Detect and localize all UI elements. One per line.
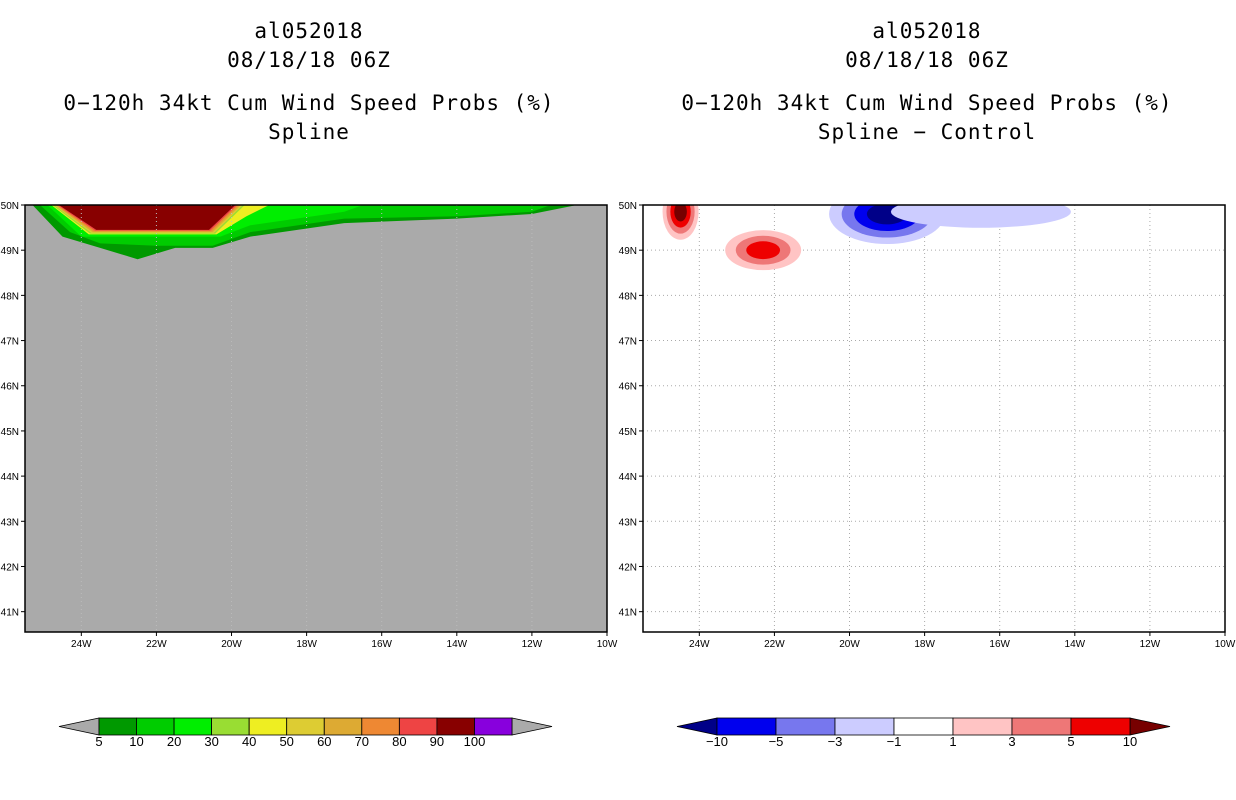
right-xtick-label-24W: 24W — [689, 639, 710, 650]
right-xtick-label-16W: 16W — [989, 639, 1010, 650]
left-colorbar-swatch-2 — [136, 717, 175, 736]
left-colorbar-label-10: 90 — [430, 734, 444, 749]
right-ytick-label-50N: 50N — [619, 201, 637, 212]
right-ytick-label-47N: 47N — [619, 337, 637, 348]
right-xtick-label-14W: 14W — [1065, 639, 1086, 650]
left-colorbar-swatch-7 — [323, 717, 363, 736]
right-colorbar-swatch-6 — [1011, 717, 1072, 736]
right-datetime: 08/18/18 06Z — [845, 48, 1009, 72]
right-ytick-label-45N: 45N — [619, 427, 637, 438]
left-colorbar-label-5: 40 — [242, 734, 256, 749]
left-ytick-label-41N: 41N — [1, 608, 19, 619]
right-ytick-label-48N: 48N — [619, 291, 637, 302]
left-ytick-label-44N: 44N — [1, 472, 19, 483]
right-ytick-label-43N: 43N — [619, 517, 637, 528]
left-colorbar-swatch-4 — [211, 717, 250, 736]
right-xtick-label-20W: 20W — [839, 639, 860, 650]
left-ytick-label-46N: 46N — [1, 382, 19, 393]
right-xtick-label-22W: 22W — [764, 639, 785, 650]
right-plot-frame — [642, 204, 1226, 633]
right-storm-id: al052018 — [872, 19, 982, 43]
left-xtick-label-16W: 16W — [371, 639, 392, 650]
right-chart-subtitle: Spline − Control — [817, 120, 1037, 144]
left-plot-frame — [24, 204, 608, 633]
right-xtick-label-12W: 12W — [1140, 639, 1161, 650]
left-colorbar-label-2: 10 — [129, 734, 143, 749]
left-colorbar-label-8: 70 — [355, 734, 369, 749]
left-chart-subtitle: Spline — [268, 120, 350, 144]
right-colorbar-label-5: 1 — [949, 734, 956, 749]
right-ytick-label-41N: 41N — [619, 608, 637, 619]
left-xtick-label-18W: 18W — [296, 639, 317, 650]
right-xtick-label-18W: 18W — [914, 639, 935, 650]
left-colorbar-swatch-8 — [361, 717, 400, 736]
left-colorbar-high-end — [511, 717, 553, 736]
left-ytick-label-45N: 45N — [1, 427, 19, 438]
right-contour-group — [662, 205, 1071, 271]
right-colorbar-swatch-1 — [716, 717, 777, 736]
left-ytick-label-43N: 43N — [1, 517, 19, 528]
right-colorbar-label-3: −3 — [828, 734, 843, 749]
left-colorbar-swatch-1 — [98, 717, 137, 736]
left-ytick-label-47N: 47N — [1, 337, 19, 348]
left-ytick-label-50N: 50N — [1, 201, 19, 212]
left-xtick-label-20W: 20W — [221, 639, 242, 650]
left-plot-background — [25, 205, 607, 632]
right-colorbar-label-6: 3 — [1008, 734, 1015, 749]
right-colorbar-label-2: −5 — [769, 734, 784, 749]
left-contour-peak — [58, 205, 236, 230]
left-xtick-label-22W: 22W — [146, 639, 167, 650]
left-storm-id: al052018 — [254, 19, 364, 43]
right-colorbar-swatch-4 — [893, 717, 954, 736]
left-colorbar-swatch-6 — [286, 717, 325, 736]
right-ytick-label-49N: 49N — [619, 246, 637, 257]
right-chart-title: 0−120h 34kt Cum Wind Speed Probs (%) — [681, 91, 1173, 115]
left-colorbar-swatch-5 — [248, 717, 288, 736]
left-ytick-label-42N: 42N — [1, 562, 19, 573]
right-colorbar-label-7: 5 — [1067, 734, 1074, 749]
left-colorbar-label-6: 50 — [279, 734, 293, 749]
right-colorbar-label-8: 10 — [1123, 734, 1137, 749]
left-contour-group — [32, 205, 607, 632]
left-colorbar-swatch-9 — [398, 717, 438, 736]
left-xtick-label-12W: 12W — [522, 639, 543, 650]
right-feature-2-ring-3 — [746, 241, 781, 260]
right-xtick-label-10W: 10W — [1215, 639, 1236, 650]
left-xtick-label-24W: 24W — [71, 639, 92, 650]
right-ytick-label-46N: 46N — [619, 382, 637, 393]
right-feature-1-ring-4 — [674, 205, 687, 222]
right-plot-background — [643, 205, 1225, 632]
left-colorbar-label-4: 30 — [204, 734, 218, 749]
left-colorbar-low-end — [58, 717, 100, 736]
right-ytick-label-44N: 44N — [619, 472, 637, 483]
left-colorbar-label-7: 60 — [317, 734, 331, 749]
left-xtick-label-14W: 14W — [447, 639, 468, 650]
right-colorbar-swatch-7 — [1070, 717, 1131, 736]
right-colorbar-label-1: −10 — [706, 734, 728, 749]
left-colorbar-label-3: 20 — [167, 734, 181, 749]
right-colorbar-swatch-2 — [775, 717, 836, 736]
left-xtick-label-10W: 10W — [597, 639, 618, 650]
left-chart-title: 0−120h 34kt Cum Wind Speed Probs (%) — [63, 91, 555, 115]
left-colorbar-swatch-11 — [474, 717, 513, 736]
right-colorbar-label-4: −1 — [887, 734, 902, 749]
left-ytick-label-49N: 49N — [1, 246, 19, 257]
left-colorbar-label-9: 80 — [392, 734, 406, 749]
left-ytick-label-48N: 48N — [1, 291, 19, 302]
right-feature-4-ring-1 — [890, 205, 1071, 228]
right-ytick-label-42N: 42N — [619, 562, 637, 573]
left-colorbar-label-11: 100 — [464, 734, 486, 749]
right-colorbar-low-end — [676, 717, 718, 736]
right-colorbar-high-end — [1129, 717, 1171, 736]
right-colorbar-swatch-3 — [834, 717, 895, 736]
right-colorbar-swatch-5 — [952, 717, 1013, 736]
left-colorbar-label-1: 5 — [95, 734, 102, 749]
left-colorbar-swatch-10 — [436, 717, 475, 736]
left-colorbar-swatch-3 — [173, 717, 213, 736]
left-datetime: 08/18/18 06Z — [227, 48, 391, 72]
